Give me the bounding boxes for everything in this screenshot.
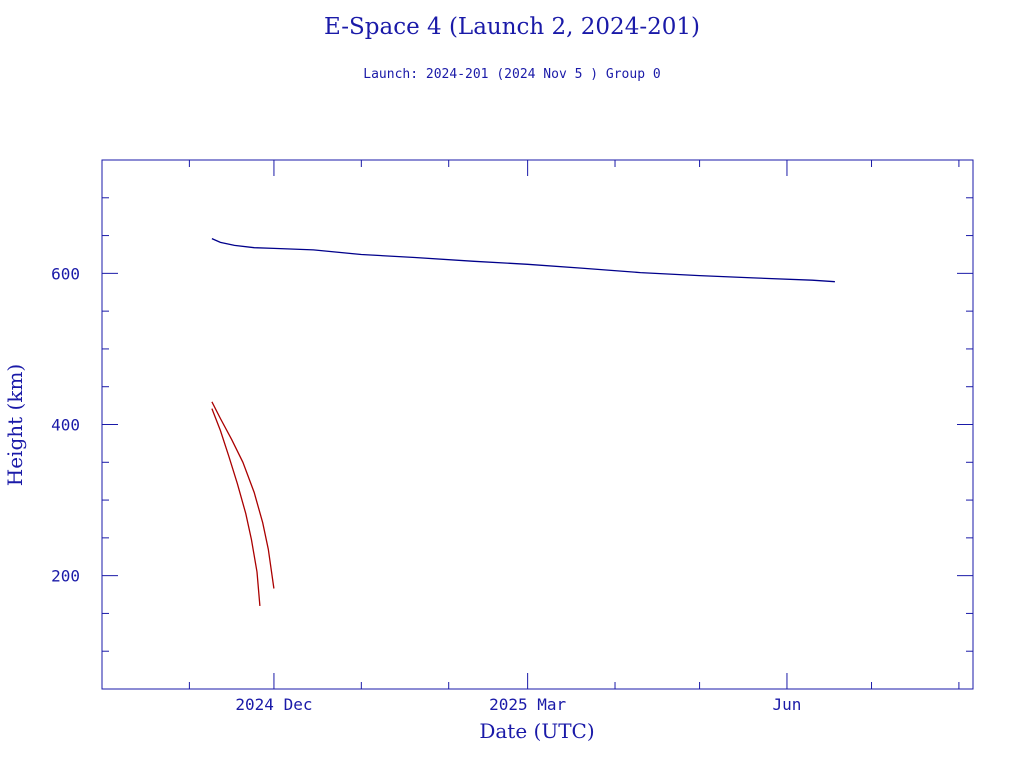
- chart-subtitle: Launch: 2024-201 (2024 Nov 5 ) Group 0: [363, 67, 661, 82]
- y-axis-label: Height (km): [3, 364, 27, 486]
- x-tick-label: Jun: [773, 695, 802, 714]
- chart-title: E-Space 4 (Launch 2, 2024-201): [324, 14, 700, 40]
- y-tick-label: 400: [51, 416, 80, 435]
- y-tick-label: 200: [51, 567, 80, 586]
- series-group: [211, 238, 835, 606]
- tick-labels-group: 200 400 600 2024 Dec 2025 Mar Jun: [51, 264, 801, 714]
- x-tick-label: 2024 Dec: [235, 695, 312, 714]
- series-line-2: [211, 408, 261, 606]
- ticks-group: [102, 160, 973, 689]
- x-tick-label: 2025 Mar: [489, 695, 566, 714]
- plot-frame: [101, 159, 974, 690]
- series-line-0: [211, 238, 835, 283]
- x-axis-label: Date (UTC): [479, 719, 594, 743]
- series-line-1: [211, 401, 275, 589]
- y-tick-label: 600: [51, 264, 80, 283]
